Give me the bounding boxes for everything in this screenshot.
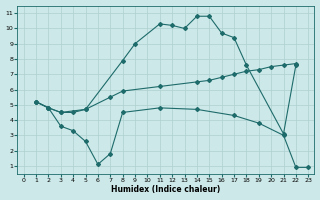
X-axis label: Humidex (Indice chaleur): Humidex (Indice chaleur) <box>111 185 220 194</box>
